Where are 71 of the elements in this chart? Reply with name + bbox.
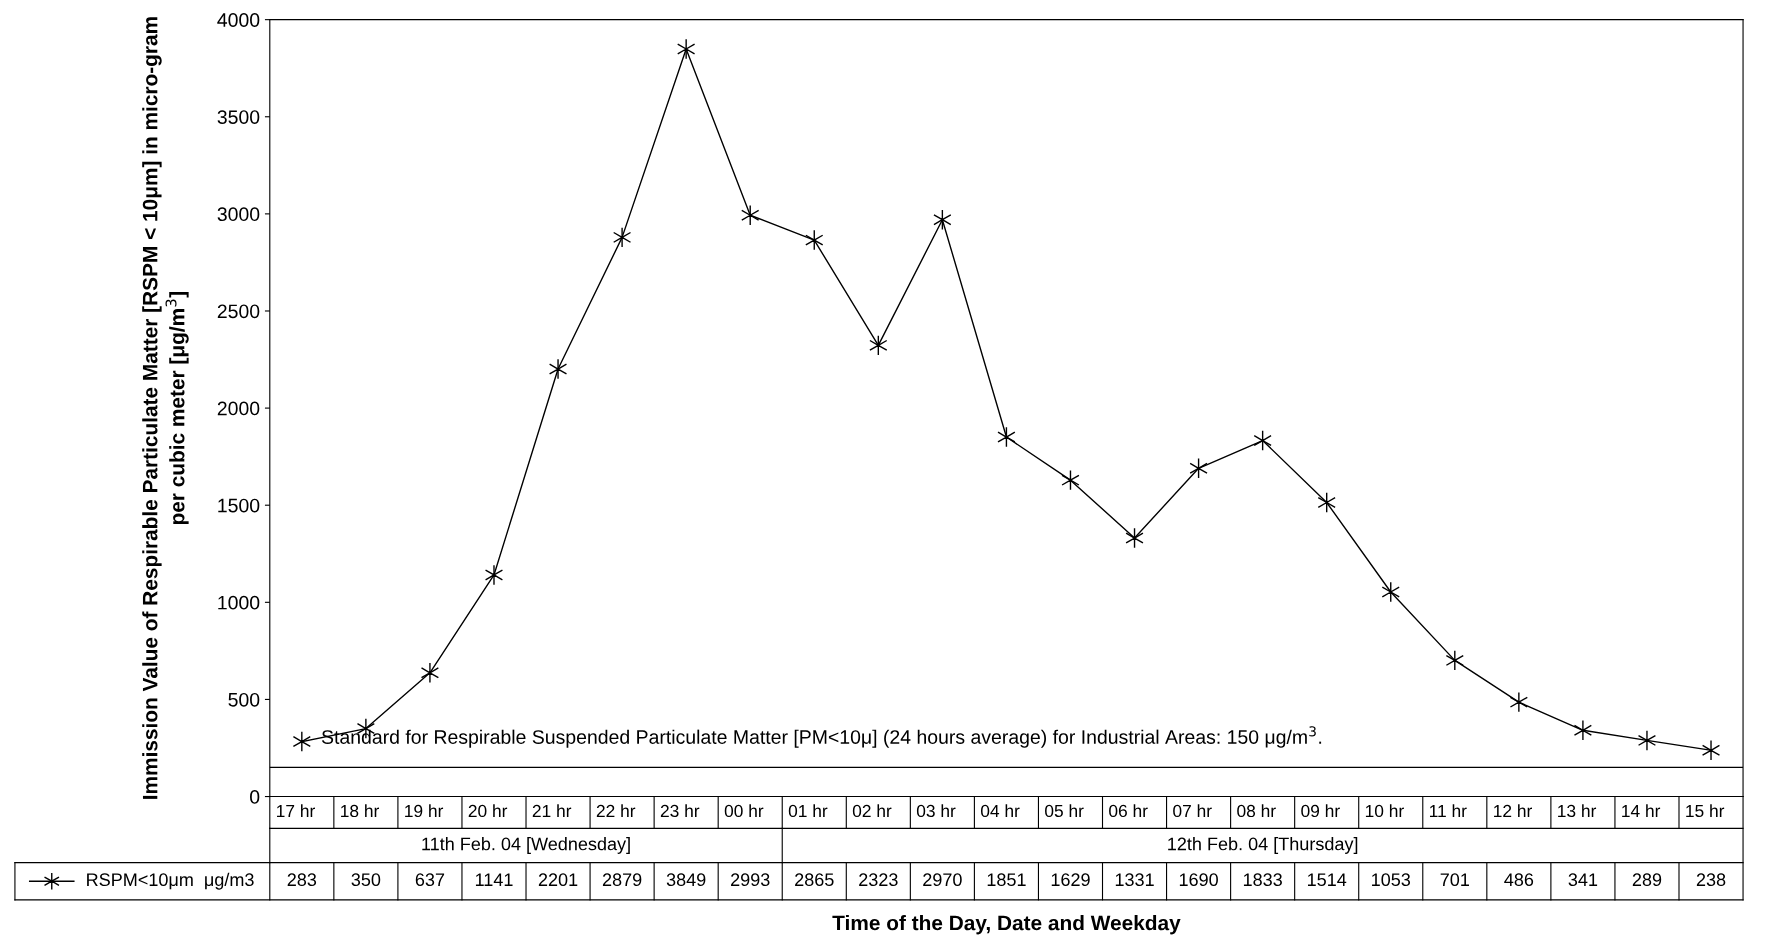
x-tick-label: 02 hr [852,804,892,818]
x-tick-label: 13 hr [1558,804,1597,818]
x-tick-label: 07 hr [1173,804,1212,818]
x-tick-label: 10 hr [1365,804,1404,818]
point [484,564,504,586]
x-tick-label: 01 hr [788,804,828,818]
y-tick-label: 3500 [217,110,260,124]
data-label: 2865 [795,873,834,887]
x-tick-label: 06 hr [1109,804,1148,818]
point [292,731,311,752]
x-tick-label: 18 hr [341,804,380,818]
data-label: 1141 [475,873,513,886]
data-label: 1690 [1179,873,1218,887]
data-label: 1331 [1115,873,1154,887]
data-label: 3849 [666,873,706,887]
text: 11th Feb. 04 [Wednesday] [422,837,630,854]
data-label: 1053 [1372,873,1411,887]
ref-line-label: Standard for Respirable Suspended Particulate Matter [PM<10μ] (24 hours average) for Industrial Areas: 150 μg/m$^{3}$. [321,726,1322,748]
x-tick-label: 04 hr [980,804,1020,818]
data-label: 283 [287,873,317,887]
data-label: 701 [1440,873,1469,887]
x-tick-label: 05 hr [1045,804,1084,818]
x-tick-label: 00 hr [724,804,764,818]
data-label: 2879 [602,873,642,887]
y-tick-label: 4000 [217,13,260,27]
text: 12th Feb. 04 [Thursday] [1168,837,1358,854]
y-tick-label: 2000 [217,401,260,416]
data-label: 2323 [859,873,898,887]
point [420,662,440,684]
y-tick-label: 500 [228,692,260,707]
x-tick-label: 15 hr [1686,804,1725,818]
point [612,226,632,248]
x-tick-label: 11 hr [1429,804,1467,817]
data-label: 341 [1568,873,1598,887]
x-tick-label: 17 hr [277,804,315,817]
data-label: 486 [1504,873,1534,887]
x-tick-label: 21 hr [532,804,572,817]
y-tick-label: 2500 [217,304,260,319]
x-tick-label: 03 hr [916,804,956,818]
x-tick-label: 09 hr [1301,804,1340,818]
y-tick-label: 0 [250,790,260,804]
x-tick-label: 19 hr [405,804,444,818]
data-label: 238 [1696,873,1726,887]
x-tick-label: 23 hr [660,804,700,818]
x-tick-label: 08 hr [1237,804,1276,818]
y-axis-title: Immission Value of Respirable Particulate Matter [RSPM < 10μm] in micro-gram per cubic meter [μg/m$^{3}$] [142,17,189,799]
data-label: 289 [1632,873,1662,887]
data-label: 1851 [987,873,1026,887]
data-label: 1514 [1307,873,1347,887]
legend-label: RSPM<10μm μg/m3 [87,872,254,890]
point [677,38,696,60]
data-label: 1833 [1243,873,1282,887]
x-tick-label: 22 hr [596,804,636,817]
data-label: 1629 [1051,873,1090,887]
point [548,358,568,380]
data-label: 2201 [538,873,578,887]
point [1573,719,1593,741]
x-tick-label: 12 hr [1494,804,1533,817]
data-label: 350 [351,873,381,887]
y-tick-label: 3000 [217,207,260,222]
y-tick-label: 1000 [218,595,260,610]
x-axis-title: Time of the Day, Date and Weekday [832,915,1181,935]
y-tick-label: 1500 [218,498,260,513]
point [1701,739,1721,761]
x-tick-label: 14 hr [1622,804,1661,817]
data-label: 2993 [731,873,770,887]
point [1637,729,1657,751]
data-label: 637 [415,873,445,887]
x-tick-label: 20 hr [468,804,508,818]
point [1509,691,1528,713]
data-label: 2970 [923,873,962,887]
